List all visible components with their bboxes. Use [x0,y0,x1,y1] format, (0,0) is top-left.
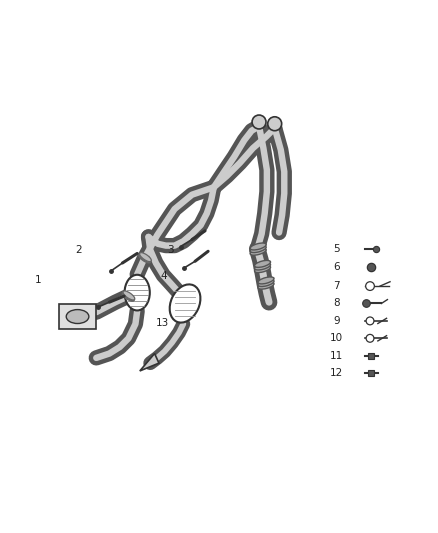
Ellipse shape [123,292,134,301]
Text: 8: 8 [333,298,340,309]
Circle shape [366,334,374,342]
Ellipse shape [258,282,274,289]
Text: 3: 3 [167,245,173,255]
Ellipse shape [170,285,201,322]
Text: 5: 5 [333,244,340,254]
Ellipse shape [66,310,89,324]
Text: 6: 6 [333,262,340,271]
Text: 1: 1 [35,276,42,286]
Circle shape [252,115,266,129]
Text: 2: 2 [75,245,82,255]
Ellipse shape [123,291,135,300]
Circle shape [366,317,374,325]
Ellipse shape [250,243,266,250]
Ellipse shape [140,253,152,262]
Ellipse shape [254,261,271,268]
Ellipse shape [258,280,274,287]
Polygon shape [140,353,159,371]
Text: 9: 9 [333,316,340,326]
Circle shape [268,117,282,131]
Ellipse shape [139,254,151,263]
Bar [59,304,96,329]
Text: 4: 4 [160,271,166,281]
Ellipse shape [124,275,150,310]
Text: 13: 13 [156,318,169,328]
Text: 12: 12 [330,368,343,378]
Ellipse shape [122,292,134,301]
Ellipse shape [139,253,151,262]
Text: 11: 11 [330,351,343,361]
Text: 7: 7 [333,281,340,291]
Ellipse shape [250,246,266,253]
Ellipse shape [258,277,274,284]
Text: 10: 10 [330,333,343,343]
Ellipse shape [254,265,271,272]
Circle shape [366,282,374,290]
Ellipse shape [250,248,266,255]
Ellipse shape [254,263,271,270]
